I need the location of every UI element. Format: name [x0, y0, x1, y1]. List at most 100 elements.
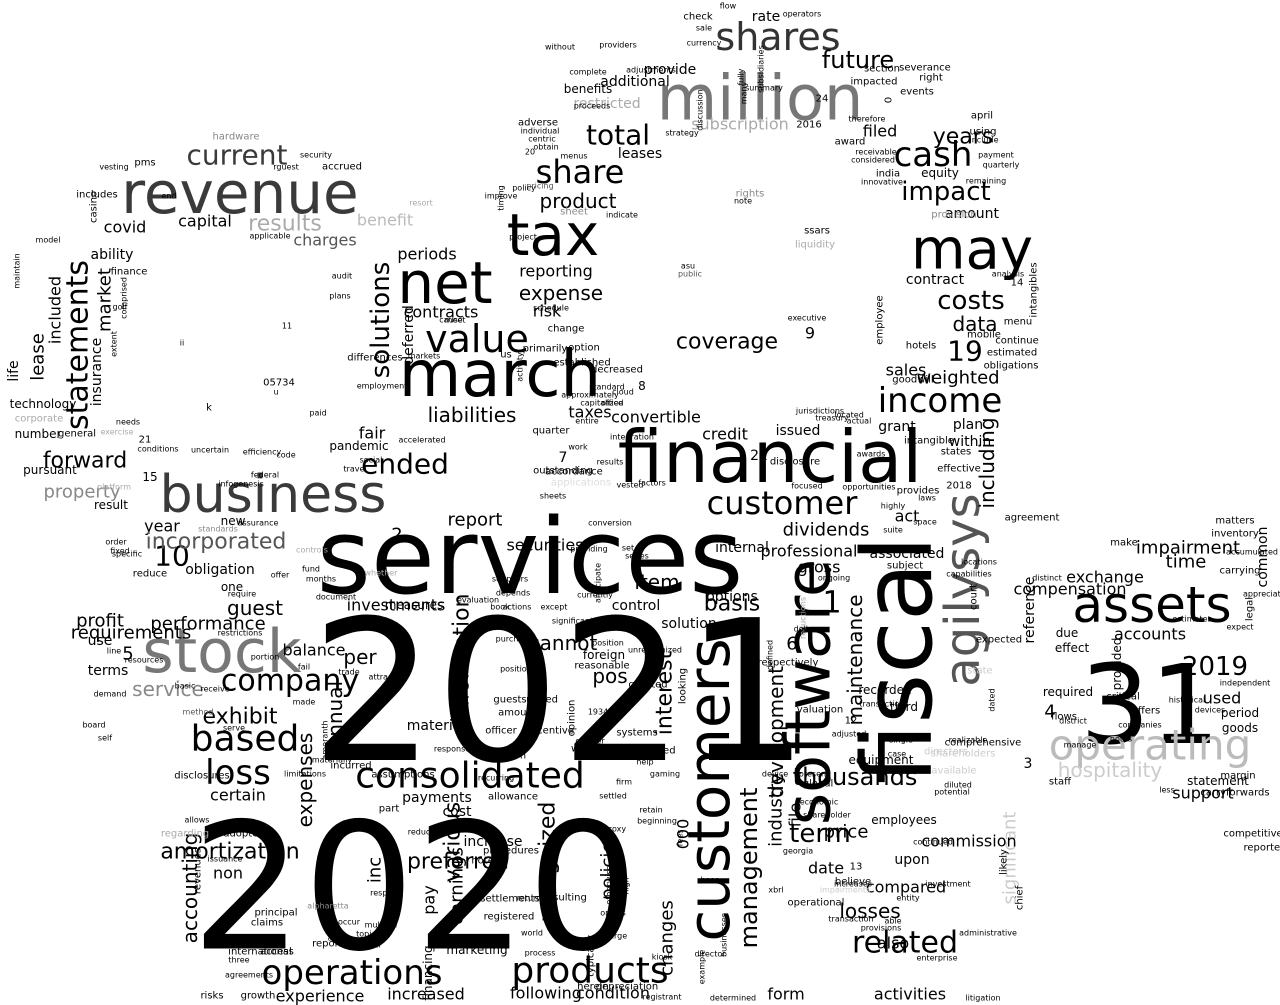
- cloud-word: operators: [783, 10, 822, 19]
- cloud-word: fixed: [110, 547, 130, 556]
- cloud-word: model: [36, 236, 61, 245]
- cloud-word: grant: [878, 419, 916, 435]
- cloud-word: third: [890, 700, 918, 714]
- cloud-word: form: [767, 985, 804, 1004]
- cloud-word: notes: [1110, 735, 1132, 744]
- cloud-word: march: [399, 338, 601, 412]
- cloud-word: section: [864, 64, 900, 75]
- cloud-word: company: [221, 664, 359, 699]
- cloud-word: gaming: [650, 770, 680, 779]
- cloud-word: pos: [592, 664, 627, 688]
- cloud-word: goods: [1222, 721, 1258, 735]
- cloud-word: stock: [142, 617, 301, 687]
- cloud-word: whether: [365, 569, 399, 578]
- cloud-word: provide: [644, 62, 697, 78]
- cloud-word: present: [799, 770, 829, 779]
- cloud-word: exercise: [100, 428, 133, 437]
- cloud-word: pricing: [526, 182, 553, 191]
- cloud-word: capitalized: [580, 399, 623, 408]
- cloud-word: covid: [104, 218, 147, 237]
- cloud-word: end: [161, 192, 176, 201]
- cloud-word: significant: [1000, 812, 1021, 905]
- cloud-word: entity: [896, 894, 919, 903]
- cloud-word: innovative: [861, 178, 903, 187]
- cloud-word: make: [1110, 538, 1137, 549]
- cloud-word: impairment: [1136, 538, 1240, 559]
- cloud-word: reference: [1022, 577, 1038, 644]
- cloud-word: serve: [223, 724, 245, 733]
- cloud-word: restrictions: [218, 629, 263, 638]
- cloud-word: granted: [628, 680, 667, 691]
- cloud-word: deferred: [401, 305, 417, 365]
- cloud-word: beginning: [637, 817, 677, 826]
- cloud-word: space: [913, 518, 937, 527]
- cloud-word: firm: [616, 778, 632, 787]
- cloud-word: using: [969, 127, 996, 138]
- cloud-word: independent: [1220, 679, 1271, 688]
- cloud-word: 000: [674, 819, 693, 850]
- cloud-word: check: [683, 12, 712, 23]
- cloud-word: devices: [1195, 706, 1225, 715]
- cloud-word: settled: [599, 792, 627, 801]
- cloud-word: typically: [586, 935, 597, 977]
- cloud-word: associated: [870, 546, 945, 562]
- cloud-word: less: [1159, 786, 1174, 795]
- cloud-word: materially: [312, 756, 353, 765]
- cloud-word: accordance: [545, 467, 603, 478]
- cloud-word: business: [160, 465, 387, 525]
- cloud-word: registrant: [642, 993, 681, 1002]
- cloud-word: likely: [999, 849, 1010, 875]
- cloud-word: uncertain: [191, 446, 229, 455]
- cloud-word: commission: [921, 832, 1016, 851]
- cloud-word: corporate: [15, 414, 64, 425]
- cloud-word: quarterly: [983, 161, 1020, 170]
- cloud-word: improve: [485, 192, 518, 201]
- cloud-word: demand: [94, 690, 127, 699]
- cloud-word: taxes: [568, 403, 611, 422]
- cloud-word: table: [574, 939, 599, 950]
- cloud-word: 5: [122, 644, 133, 665]
- cloud-word: securities: [506, 536, 583, 555]
- cloud-word: years: [933, 125, 994, 150]
- cloud-word: expect: [1226, 623, 1253, 632]
- cloud-word: high: [622, 877, 631, 894]
- cloud-word: plans: [329, 292, 350, 301]
- cloud-word: events: [900, 87, 934, 98]
- cloud-word: incurred: [330, 761, 371, 772]
- cloud-word: without: [545, 43, 575, 52]
- cloud-word: rguest: [273, 163, 299, 172]
- cloud-word: remaining: [966, 177, 1006, 186]
- cloud-word: accounts: [1114, 625, 1186, 644]
- cloud-word: 3: [1024, 756, 1033, 772]
- cloud-word: reported: [1243, 843, 1280, 854]
- cloud-word: book: [490, 603, 510, 612]
- cloud-word: cause: [439, 316, 463, 325]
- cloud-word: case: [888, 750, 906, 759]
- cloud-word: annual: [323, 681, 347, 749]
- cloud-word: enterprise: [916, 954, 957, 963]
- cloud-word: upon: [894, 852, 929, 868]
- cloud-word: part: [379, 804, 400, 815]
- cloud-word: per: [343, 645, 377, 669]
- cloud-word: support: [1172, 784, 1233, 803]
- cloud-word: capital: [178, 212, 232, 231]
- cloud-word: large: [607, 932, 627, 941]
- cloud-word: adopted: [223, 829, 264, 840]
- cloud-word: outstanding: [533, 466, 593, 477]
- cloud-word: life: [6, 360, 22, 381]
- cloud-word: market: [95, 268, 116, 332]
- cloud-word: therefore: [849, 115, 886, 124]
- cloud-word: defined: [766, 640, 775, 670]
- cloud-word: amount: [945, 206, 1000, 222]
- cloud-word: accumulated: [1226, 548, 1278, 557]
- cloud-word: opinion: [567, 700, 578, 737]
- cloud-word: allowance: [488, 792, 538, 803]
- cloud-word: limitations: [284, 770, 326, 779]
- cloud-word: price: [824, 822, 869, 843]
- cloud-word: depends: [496, 589, 530, 598]
- cloud-word: dollars: [794, 625, 821, 634]
- cloud-word: amounts: [498, 708, 542, 719]
- cloud-word: net: [397, 249, 492, 317]
- cloud-word: potential: [934, 788, 970, 797]
